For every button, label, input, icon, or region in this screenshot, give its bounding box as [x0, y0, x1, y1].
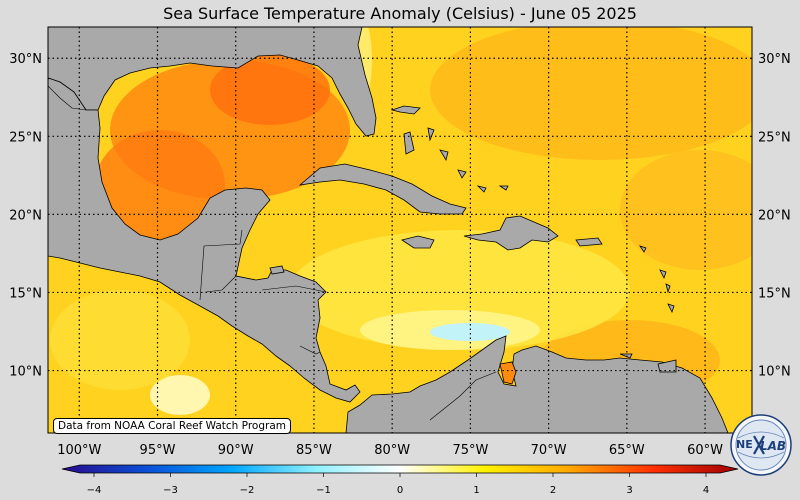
longitude-label: 95°W	[140, 443, 176, 458]
longitude-label: 80°W	[374, 443, 410, 458]
longitude-label: 100°W	[57, 443, 101, 458]
lake-maracaibo	[499, 361, 517, 385]
data-credit-label: Data from NOAA Coral Reef Watch Program	[53, 418, 291, 434]
map-title: Sea Surface Temperature Anomaly (Celsius…	[163, 4, 637, 23]
latitude-label-left: 15°N	[9, 286, 42, 301]
logo-text-left: NE	[736, 438, 753, 451]
colorbar-tick-label: 4	[703, 485, 709, 496]
land-masses	[48, 27, 729, 433]
colorbar-tick-label: 3	[626, 485, 632, 496]
colorbar-tick-label: −3	[163, 485, 178, 496]
longitude-label: 85°W	[296, 443, 332, 458]
graticule	[48, 27, 752, 433]
longitude-label: 70°W	[531, 443, 567, 458]
latitude-label-left: 10°N	[9, 365, 42, 380]
longitude-label: 75°W	[452, 443, 488, 458]
latitude-label-left: 30°N	[9, 52, 42, 67]
colorbar-tick-label: −1	[316, 485, 331, 496]
jamaica	[401, 235, 435, 249]
lesser-antilles	[619, 245, 677, 373]
logo-text-right: LAB	[760, 439, 786, 453]
colorbar-tick-label: −4	[87, 485, 102, 496]
colorbar-bar	[61, 464, 739, 474]
colorbar-tick-label: 1	[473, 485, 479, 496]
colorbar-tick-label: 0	[397, 485, 403, 496]
longitude-label: 65°W	[609, 443, 645, 458]
longitude-label: 90°W	[218, 443, 254, 458]
longitude-label: 60°W	[687, 443, 723, 458]
bahamas	[390, 105, 509, 193]
latitude-labels: 30°N 30°N 25°N 25°N 20°N 20°N 15°N 15°N 10°N 10°N	[9, 52, 791, 379]
country-borders	[48, 85, 497, 421]
hispaniola	[463, 215, 559, 251]
longitude-labels: 100°W 95°W 90°W 85°W 80°W 75°W 70°W 65°W 60°W	[57, 443, 723, 458]
cozumel	[269, 265, 285, 275]
latitude-label-left: 25°N	[9, 130, 42, 145]
latitude-label-right: 15°N	[758, 286, 791, 301]
latitude-label-right: 25°N	[758, 130, 791, 145]
latitude-label-left: 20°N	[9, 208, 42, 223]
cuba	[298, 163, 467, 215]
map-frame	[47, 26, 753, 434]
latitude-label-right: 30°N	[758, 52, 791, 67]
latitude-label-right: 10°N	[758, 365, 791, 380]
colorbar-tick-label: −2	[240, 485, 255, 496]
latitude-label-right: 20°N	[758, 208, 791, 223]
nexlab-globe-logo: NE LAB	[730, 414, 792, 476]
colorbar-tick-label: 2	[550, 485, 556, 496]
colorbar: −4 −3 −2 −1 0 1 2 3 4	[61, 464, 739, 496]
puerto-rico	[575, 237, 603, 247]
